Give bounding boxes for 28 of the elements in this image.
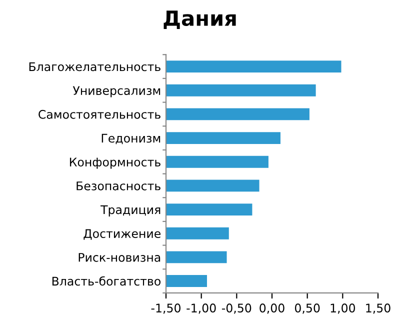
y-tick-label: Гедонизм: [102, 134, 160, 144]
y-tick-label: Безопасность: [76, 182, 160, 190]
bar: [166, 251, 227, 264]
bar: [166, 204, 252, 216]
bar: [166, 60, 342, 72]
bar: [166, 275, 207, 287]
x-tick-label: -1,50: [151, 304, 180, 314]
x-tick-label: 0,50: [294, 304, 320, 314]
y-tick-label: Универсализм: [72, 86, 160, 98]
bar: [166, 108, 310, 120]
y-tick-label: Благожелательность: [29, 62, 160, 72]
x-tick-label: 1,00: [330, 304, 356, 314]
bar: [166, 180, 260, 192]
y-tick-label: Традиция: [100, 205, 160, 216]
x-tick-label: -1,00: [186, 304, 216, 314]
y-tick-label: Власть-богатство: [52, 276, 160, 286]
bar: [166, 132, 280, 144]
x-tick-label: -0,50: [222, 304, 252, 314]
x-tick-label: 1,50: [366, 304, 390, 314]
bar: [166, 84, 316, 96]
y-tick-label: Достижение: [84, 229, 161, 240]
y-tick-label: Конформность: [70, 158, 160, 169]
chart-title: Дания: [164, 10, 236, 30]
y-tick-label: Самостоятельность: [38, 110, 160, 119]
x-tick-label: 0,00: [260, 304, 284, 314]
y-tick-label: Риск-новизна: [78, 253, 160, 262]
bar: [166, 156, 268, 168]
bar: [166, 227, 229, 240]
